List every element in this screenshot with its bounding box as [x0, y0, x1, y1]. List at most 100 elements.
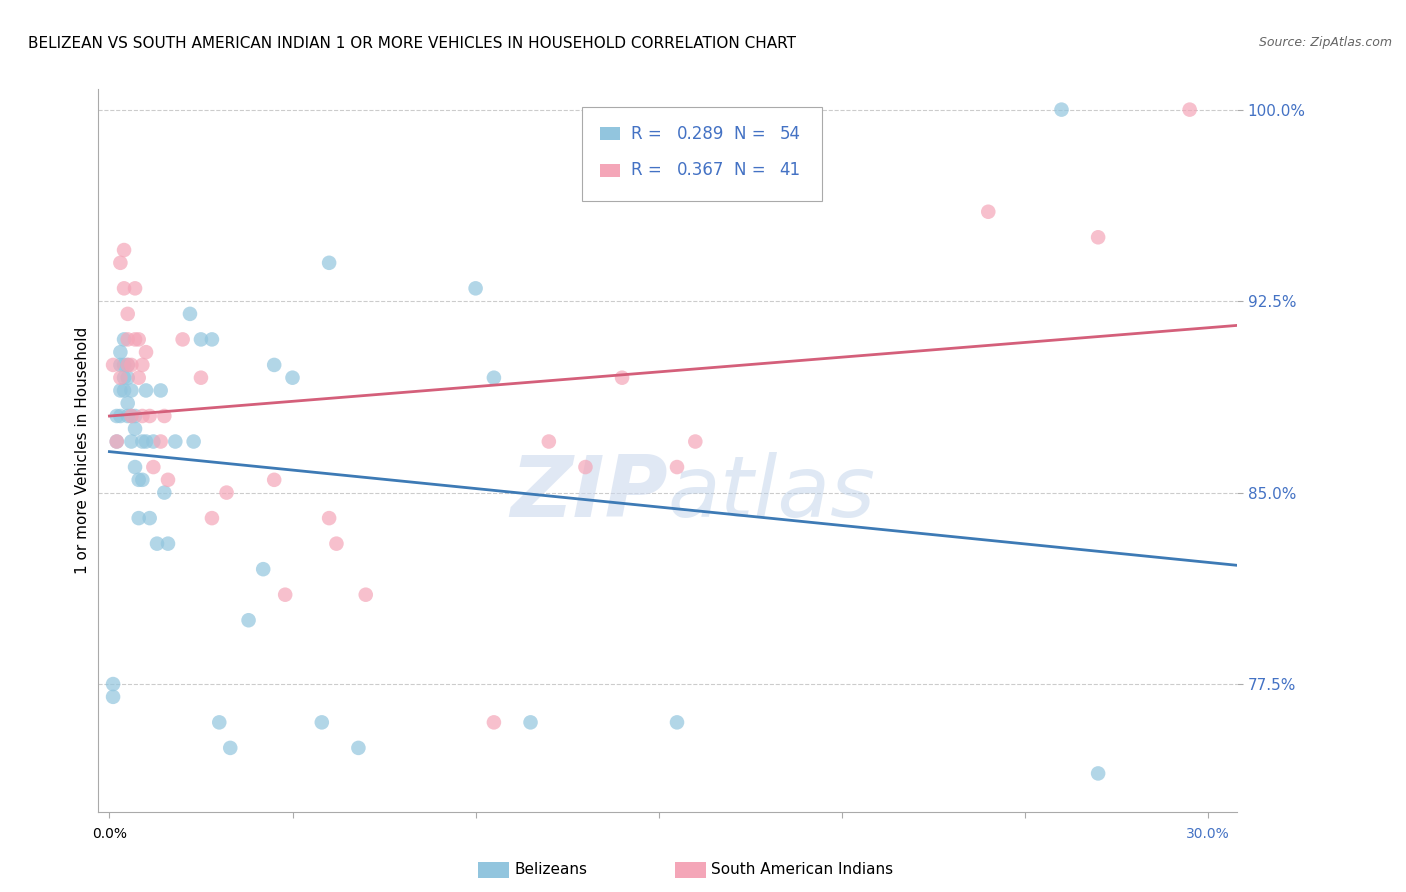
Point	[105, 409, 128, 423]
Point	[153, 485, 176, 500]
Point	[464, 281, 486, 295]
Point	[128, 370, 150, 384]
Point	[135, 345, 157, 359]
Point	[135, 434, 157, 449]
Point	[977, 204, 1000, 219]
Point	[142, 460, 165, 475]
Point	[1087, 766, 1109, 780]
Text: Source: ZipAtlas.com: Source: ZipAtlas.com	[1258, 36, 1392, 49]
Point	[318, 511, 340, 525]
Point	[190, 332, 212, 346]
Point	[128, 332, 150, 346]
Point	[190, 370, 212, 384]
Point	[120, 409, 142, 423]
Point	[101, 690, 124, 704]
Text: 30.0%: 30.0%	[1187, 827, 1230, 841]
Point	[131, 409, 153, 423]
Point	[120, 409, 142, 423]
Point	[120, 384, 142, 398]
Point	[519, 715, 541, 730]
Text: 0.367: 0.367	[676, 161, 724, 179]
Point	[110, 384, 132, 398]
Point	[537, 434, 560, 449]
Bar	[599, 128, 620, 141]
Point	[201, 511, 224, 525]
Point	[482, 715, 505, 730]
Text: atlas: atlas	[668, 452, 876, 535]
Point	[274, 588, 297, 602]
Point	[208, 715, 231, 730]
Point	[110, 358, 132, 372]
Point	[117, 307, 139, 321]
Text: 54: 54	[779, 125, 800, 143]
Text: 0.289: 0.289	[676, 125, 724, 143]
Point	[101, 677, 124, 691]
Point	[112, 384, 135, 398]
Text: R =: R =	[631, 125, 668, 143]
Text: South American Indians: South American Indians	[711, 863, 894, 877]
Point	[219, 740, 242, 755]
Point	[128, 473, 150, 487]
Point	[142, 434, 165, 449]
Point	[1050, 103, 1073, 117]
Text: R =: R =	[631, 161, 668, 179]
Point	[153, 409, 176, 423]
Point	[131, 358, 153, 372]
Point	[124, 332, 146, 346]
Point	[666, 460, 689, 475]
Point	[117, 358, 139, 372]
Point	[149, 434, 172, 449]
Text: 0.0%: 0.0%	[91, 827, 127, 841]
Point	[110, 370, 132, 384]
Text: 41: 41	[779, 161, 800, 179]
Point	[172, 332, 194, 346]
Point	[131, 434, 153, 449]
Point	[685, 434, 707, 449]
Point	[105, 434, 128, 449]
Point	[112, 358, 135, 372]
Point	[131, 473, 153, 487]
Point	[156, 536, 179, 550]
Point	[165, 434, 187, 449]
Point	[124, 460, 146, 475]
Point	[574, 460, 596, 475]
Point	[105, 434, 128, 449]
Point	[354, 588, 377, 602]
Point	[179, 307, 201, 321]
Text: ZIP: ZIP	[510, 452, 668, 535]
Point	[482, 370, 505, 384]
Bar	[599, 163, 620, 177]
Text: BELIZEAN VS SOUTH AMERICAN INDIAN 1 OR MORE VEHICLES IN HOUSEHOLD CORRELATION CH: BELIZEAN VS SOUTH AMERICAN INDIAN 1 OR M…	[28, 36, 796, 51]
Point	[124, 409, 146, 423]
Point	[120, 434, 142, 449]
Point	[146, 536, 169, 550]
Text: N =: N =	[734, 125, 770, 143]
Y-axis label: 1 or more Vehicles in Household: 1 or more Vehicles in Household	[75, 326, 90, 574]
Point	[101, 358, 124, 372]
FancyBboxPatch shape	[582, 107, 821, 202]
Point	[117, 358, 139, 372]
Point	[112, 332, 135, 346]
Point	[1087, 230, 1109, 244]
Point	[311, 715, 333, 730]
Point	[149, 384, 172, 398]
Point	[138, 409, 160, 423]
Point	[117, 396, 139, 410]
Point	[347, 740, 370, 755]
Point	[666, 715, 689, 730]
Point	[110, 256, 132, 270]
Point	[112, 243, 135, 257]
Point	[281, 370, 304, 384]
Text: Belizeans: Belizeans	[515, 863, 588, 877]
Point	[1178, 103, 1201, 117]
Point	[124, 281, 146, 295]
Point	[183, 434, 205, 449]
Point	[110, 409, 132, 423]
Point	[201, 332, 224, 346]
Point	[263, 473, 285, 487]
Point	[124, 422, 146, 436]
Point	[135, 384, 157, 398]
Point	[215, 485, 238, 500]
Point	[112, 370, 135, 384]
Point	[156, 473, 179, 487]
